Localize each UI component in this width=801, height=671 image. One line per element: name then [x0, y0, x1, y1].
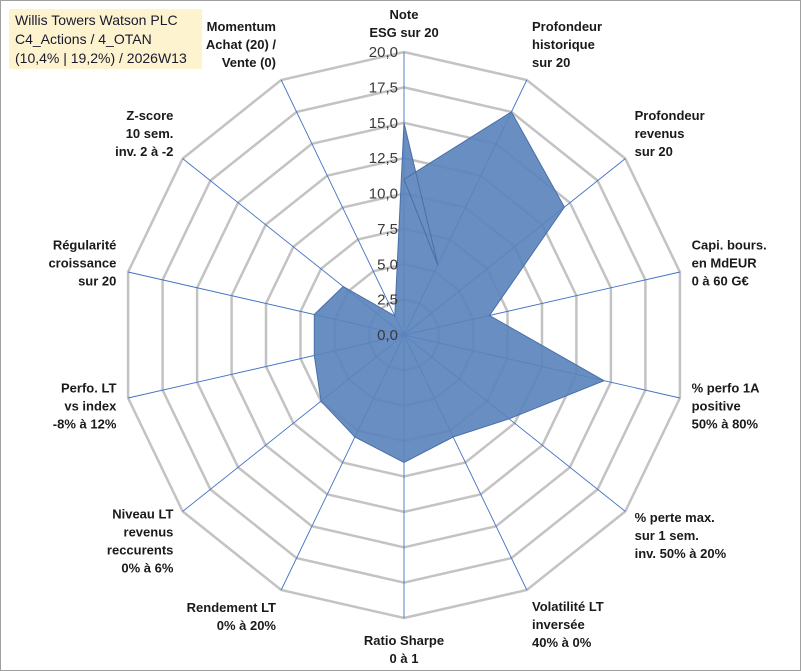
axis-label-11-line-1: croissance — [48, 255, 116, 270]
axis-label-0-line-1: ESG sur 20 — [369, 25, 438, 40]
axis-label-2-line-0: Profondeur — [635, 108, 705, 123]
tick-label-5: 12,5 — [369, 150, 398, 167]
axis-label-5: % perte max. sur 1 sem. inv. 50% à 20% — [635, 510, 727, 561]
axis-label-2: Profondeur revenus sur 20 — [635, 108, 705, 159]
title-line-1: Willis Towers Watson PLC — [15, 12, 178, 28]
axis-label-13: Momentum Achat (20) / Vente (0) — [206, 19, 276, 70]
axis-label-6-line-2: 40% à 0% — [532, 635, 592, 650]
axis-label-6: Volatilité LT inversée 40% à 0% — [532, 599, 604, 650]
axis-label-12: Z-score 10 sem. inv. 2 à -2 — [115, 108, 173, 159]
axis-label-1-line-1: historique — [532, 37, 595, 52]
tick-label-8: 20,0 — [369, 44, 398, 61]
axis-label-3: Capi. bours. en MdEUR 0 à 60 G€ — [692, 237, 767, 288]
axis-label-6-line-0: Volatilité LT — [532, 599, 604, 614]
axis-label-7-line-0: Ratio Sharpe — [364, 633, 444, 648]
axis-label-12-line-0: Z-score — [126, 108, 173, 123]
tick-label-6: 15,0 — [369, 115, 398, 132]
axis-label-9-line-2: reccurents — [107, 542, 173, 557]
axis-label-13-line-0: Momentum — [207, 19, 276, 34]
axis-label-10-line-2: -8% à 12% — [53, 417, 117, 432]
axis-label-1-line-2: sur 20 — [532, 55, 570, 70]
axis-label-10: Perfo. LT vs index -8% à 12% — [53, 381, 117, 432]
axis-label-7-line-1: 0 à 1 — [390, 651, 419, 666]
axis-label-13-line-1: Achat (20) / — [206, 37, 276, 52]
chart-title-box: Willis Towers Watson PLC C4_Actions / 4_… — [9, 9, 202, 69]
axis-label-1: Profondeur historique sur 20 — [532, 19, 602, 70]
axis-label-5-line-1: sur 1 sem. — [635, 528, 699, 543]
axis-label-13-line-2: Vente (0) — [222, 55, 276, 70]
axis-label-0: Note ESG sur 20 — [369, 7, 438, 40]
axis-label-4-line-2: 50% à 80% — [692, 417, 759, 432]
axis-label-12-line-1: 10 sem. — [126, 126, 174, 141]
axis-label-6-line-1: inversée — [532, 617, 585, 632]
axis-label-11-line-2: sur 20 — [78, 273, 116, 288]
axis-label-3-line-0: Capi. bours. — [692, 237, 767, 252]
axis-label-11-line-0: Régularité — [53, 237, 117, 252]
axis-label-1-line-0: Profondeur — [532, 19, 602, 34]
tick-label-4: 10,0 — [369, 186, 398, 203]
axis-label-9-line-3: 0% à 6% — [121, 560, 173, 575]
tick-label-3: 7,5 — [377, 221, 398, 238]
axis-label-4: % perfo 1A positive 50% à 80% — [692, 381, 761, 432]
spoke-13 — [280, 79, 405, 336]
axis-label-12-line-2: inv. 2 à -2 — [115, 144, 173, 159]
axis-label-8-line-0: Rendement LT — [187, 600, 276, 615]
axis-label-9-line-1: revenus — [124, 524, 174, 539]
title-line-2: C4_Actions / 4_OTAN — [15, 31, 152, 47]
axis-label-3-line-2: 0 à 60 G€ — [692, 273, 749, 288]
axis-label-9: Niveau LT revenus reccurents 0% à 6% — [107, 506, 174, 575]
data-area-series-0 — [313, 111, 606, 463]
tick-label-0: 0,0 — [377, 327, 398, 344]
axis-label-2-line-1: revenus — [635, 126, 685, 141]
axis-label-10-line-0: Perfo. LT — [61, 381, 116, 396]
tick-label-2: 5,0 — [377, 256, 398, 273]
axis-label-4-line-0: % perfo 1A — [692, 381, 761, 396]
axis-label-5-line-0: % perte max. — [635, 510, 715, 525]
title-line-3: (10,4% | 19,2%) / 2026W13 — [15, 50, 187, 66]
axis-label-8-line-1: 0% à 20% — [217, 618, 277, 633]
axis-label-11: Régularité croissance sur 20 — [48, 237, 116, 288]
axis-label-3-line-1: en MdEUR — [692, 255, 758, 270]
axis-label-10-line-1: vs index — [64, 399, 117, 414]
axis-label-9-line-0: Niveau LT — [112, 506, 173, 521]
tick-label-1: 2,5 — [377, 292, 398, 309]
axis-label-0-line-0: Note — [390, 7, 419, 22]
axis-label-5-line-2: inv. 50% à 20% — [635, 546, 727, 561]
axis-label-4-line-1: positive — [692, 399, 741, 414]
axis-label-2-line-2: sur 20 — [635, 144, 673, 159]
tick-label-7: 17,5 — [369, 79, 398, 96]
axis-label-8: Rendement LT 0% à 20% — [187, 600, 277, 633]
axis-label-7: Ratio Sharpe 0 à 1 — [364, 633, 444, 666]
